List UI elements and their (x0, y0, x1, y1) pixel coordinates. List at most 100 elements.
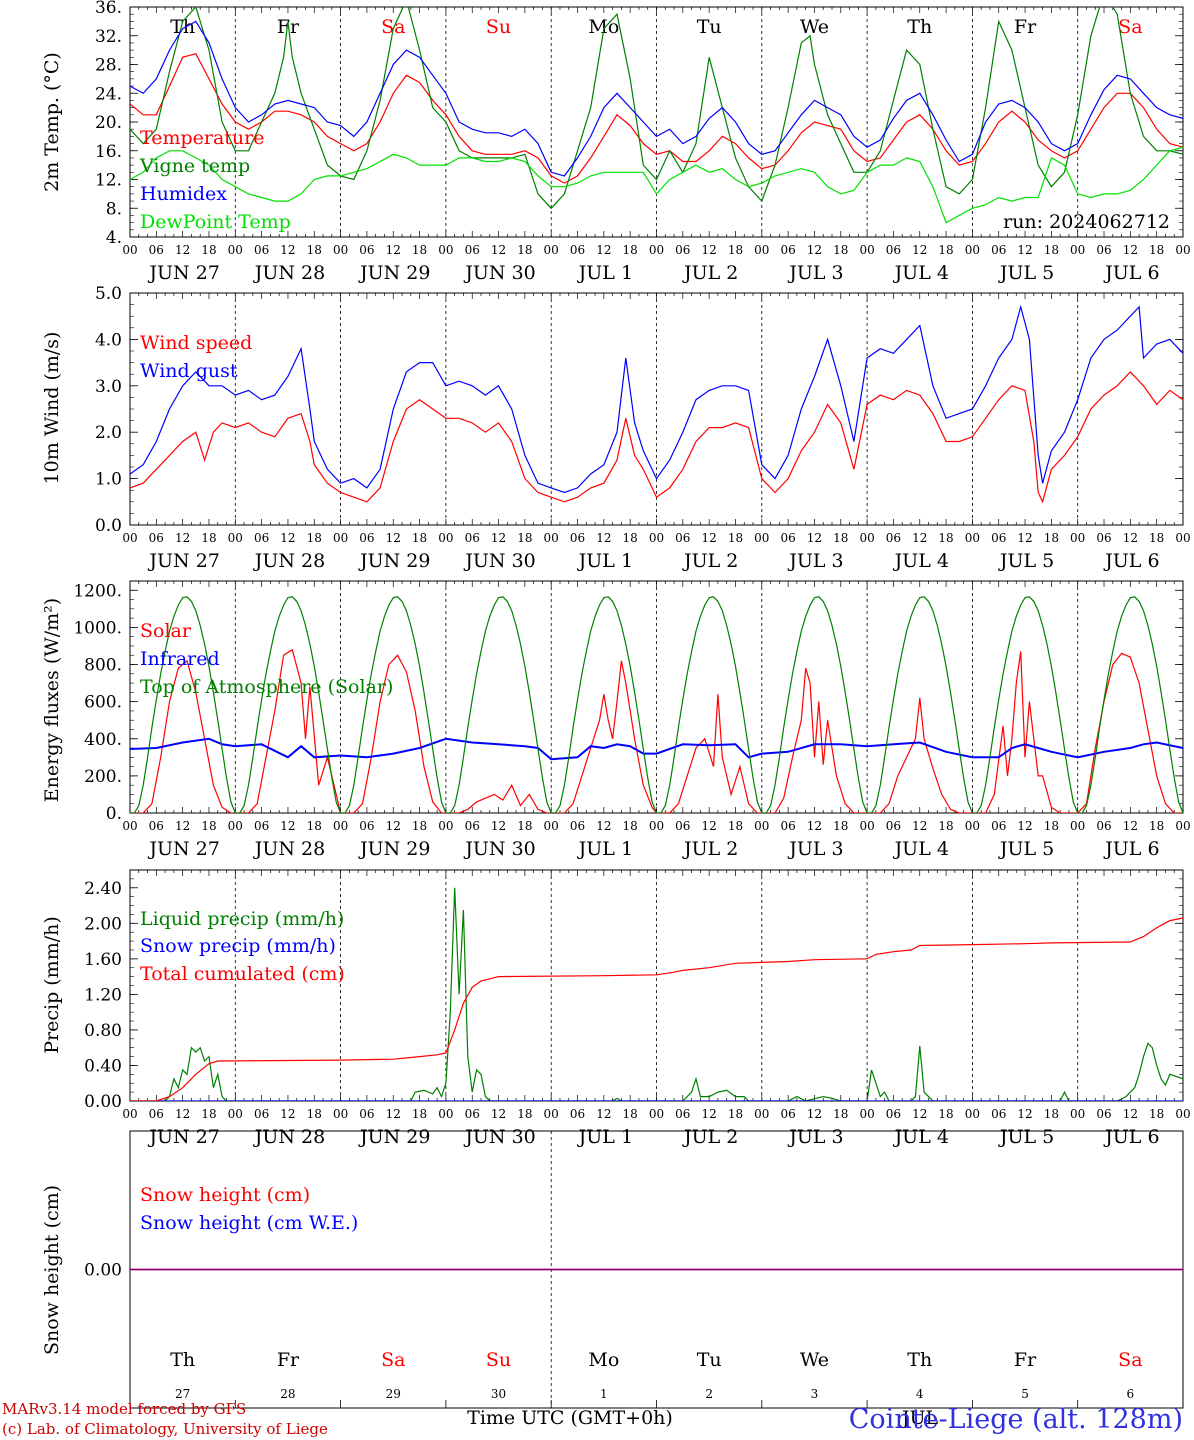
hour-tick-label: 12 (702, 531, 717, 545)
hour-tick-label: 18 (623, 819, 638, 833)
date-label: JUL 6 (1103, 550, 1159, 572)
date-label: JUL 2 (682, 838, 738, 860)
hour-tick-label: 00 (649, 243, 664, 257)
hour-tick-label: 18 (1149, 1107, 1164, 1121)
hour-tick-label: 18 (1044, 531, 1059, 545)
date-label: JUN 27 (147, 262, 219, 284)
hour-tick-label: 00 (1070, 243, 1085, 257)
hour-tick-label: 06 (359, 1107, 374, 1121)
legend-entry: Liquid precip (mm/h) (140, 908, 344, 930)
y-tick-label: 12. (95, 171, 122, 191)
hour-tick-label: 06 (991, 243, 1006, 257)
hour-tick-label: 12 (386, 1107, 401, 1121)
date-label: JUL 3 (787, 262, 843, 284)
hour-tick-label: 06 (780, 819, 795, 833)
date-label: JUN 27 (147, 1126, 219, 1148)
hour-tick-label: 00 (859, 1107, 874, 1121)
hour-tick-label: 12 (596, 531, 611, 545)
hour-tick-label: 18 (938, 1107, 953, 1121)
day-name: We (800, 16, 829, 38)
y-tick-label: 1000. (73, 618, 122, 638)
date-label: JUN 28 (253, 1126, 325, 1148)
hour-tick-label: 00 (649, 1107, 664, 1121)
hour-tick-label: 06 (149, 531, 164, 545)
y-tick-label: 1.0 (95, 470, 122, 490)
hour-tick-label: 18 (728, 243, 743, 257)
date-label: JUL 4 (893, 550, 949, 572)
hour-tick-label: 06 (149, 1107, 164, 1121)
hour-tick-label: 12 (386, 243, 401, 257)
hour-tick-label: 06 (359, 243, 374, 257)
hour-tick-label: 12 (280, 819, 295, 833)
legend-entry: Solar (140, 620, 192, 642)
hour-tick-label: 06 (254, 1107, 269, 1121)
hour-tick-label: 00 (649, 531, 664, 545)
hour-tick-label: 12 (1123, 819, 1138, 833)
day-name: Sa (381, 1349, 405, 1371)
hour-tick-label: 00 (122, 243, 137, 257)
hour-tick-label: 18 (728, 819, 743, 833)
y-tick-label: 4. (106, 228, 122, 248)
panel-snow: Th 27 Fr 28 Sa 29 Su 30 Mo 1 Tu 2 We 3 Th 4 Fr 5 Sa 6 0.00 Sn… (41, 1130, 1184, 1409)
y-tick-label: 4.0 (95, 330, 122, 350)
series-temperature (130, 52, 1183, 184)
y-tick-label: 36. (95, 0, 122, 18)
date-label: JUL 2 (682, 550, 738, 572)
y-axis-label: 2m Temp. (°C) (41, 52, 63, 192)
hour-tick-label: 18 (833, 819, 848, 833)
hour-tick-label: 12 (491, 1107, 506, 1121)
date-label: JUN 28 (253, 262, 325, 284)
hour-tick-label: 06 (254, 243, 269, 257)
y-tick-label: 1.20 (84, 985, 122, 1005)
hour-tick-label: 12 (807, 1107, 822, 1121)
series-humidex (130, 20, 1183, 177)
hour-tick-label: 00 (438, 243, 453, 257)
hour-tick-label: 06 (254, 531, 269, 545)
hour-tick-label: 00 (544, 531, 559, 545)
day-name: Th (907, 16, 932, 38)
date-label: JUN 29 (358, 550, 430, 572)
hour-tick-label: 18 (517, 531, 532, 545)
y-tick-label: 32. (95, 27, 122, 47)
hour-tick-label: 06 (149, 243, 164, 257)
hour-tick-label: 12 (1017, 1107, 1032, 1121)
y-tick-label: 0. (106, 804, 122, 824)
series-infrared (130, 737, 1183, 761)
day-name: Fr (1014, 16, 1037, 38)
hour-tick-label: 00 (965, 1107, 980, 1121)
date-label: JUL 1 (577, 550, 633, 572)
y-tick-label: 2.0 (95, 423, 122, 443)
y-tick-label: 2.40 (84, 879, 122, 899)
hour-tick-label: 12 (596, 1107, 611, 1121)
legend-entry: Snow precip (mm/h) (140, 935, 336, 957)
run-label: run: 2024062712 (1003, 211, 1170, 233)
hour-tick-label: 18 (517, 243, 532, 257)
date-label: JUN 30 (463, 262, 535, 284)
series-top-of-atmosphere-solar- (130, 596, 1183, 813)
legend-entry: Temperature (140, 127, 264, 149)
hour-tick-label: 18 (307, 1107, 322, 1121)
hour-tick-label: 00 (1070, 819, 1085, 833)
hour-tick-label: 18 (1044, 1107, 1059, 1121)
date-label: JUL 2 (682, 1126, 738, 1148)
legend-entry: Snow height (cm) (140, 1184, 310, 1206)
hour-tick-label: 06 (991, 1107, 1006, 1121)
hour-tick-label: 12 (807, 819, 822, 833)
hour-tick-label: 00 (333, 819, 348, 833)
y-tick-label: 5.0 (95, 284, 122, 304)
hour-tick-label: 18 (1044, 243, 1059, 257)
series-wind-speed (130, 371, 1183, 504)
y-tick-label: 1.60 (84, 950, 122, 970)
hour-tick-label: 00 (544, 243, 559, 257)
hour-tick-label: 18 (307, 243, 322, 257)
hour-tick-label: 06 (570, 243, 585, 257)
hour-tick-label: 06 (570, 1107, 585, 1121)
series-vigne-temp (130, 7, 1183, 210)
hour-tick-label: 12 (175, 243, 190, 257)
legend-entry: Infrared (140, 648, 220, 670)
date-label: JUN 29 (358, 262, 430, 284)
x-axis-label: Time UTC (GMT+0h) (467, 1407, 673, 1429)
y-tick-label: 3.0 (95, 377, 122, 397)
hour-tick-label: 00 (859, 243, 874, 257)
hour-tick-label: 06 (570, 819, 585, 833)
